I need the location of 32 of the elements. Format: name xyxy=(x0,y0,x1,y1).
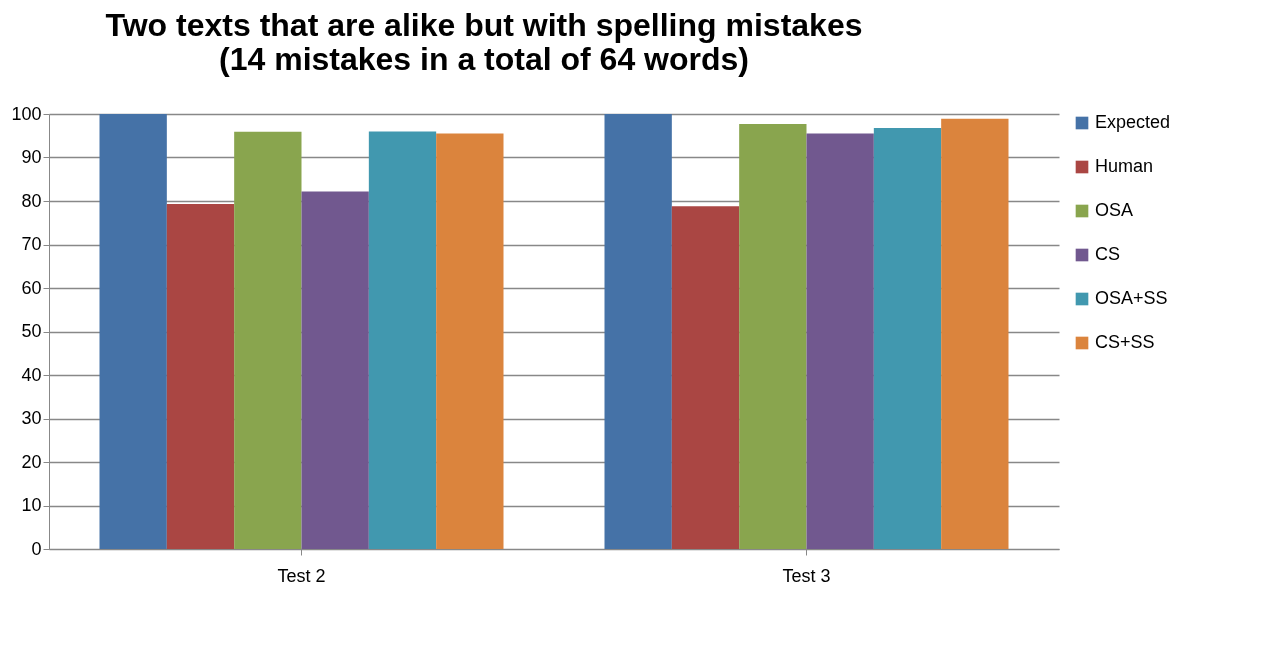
y-tick-label: 0 xyxy=(31,538,42,559)
y-tick-label: 20 xyxy=(21,451,42,472)
x-tick-label: Test 3 xyxy=(782,565,831,586)
legend-label: Human xyxy=(1095,156,1154,176)
y-tick-label: 40 xyxy=(21,364,42,385)
bar xyxy=(941,118,1009,549)
y-tick-label: 70 xyxy=(21,234,42,254)
y-tick-label: 80 xyxy=(21,190,42,211)
legend-label: CS xyxy=(1095,244,1121,264)
bar xyxy=(873,127,942,549)
bar xyxy=(368,131,437,549)
legend-label: CS+SS xyxy=(1095,332,1155,352)
bar xyxy=(166,204,235,549)
y-tick-label: 10 xyxy=(21,495,42,515)
y-tick-label: 100 xyxy=(11,103,42,124)
y-tick-label: 30 xyxy=(21,408,42,428)
bar xyxy=(234,131,302,549)
bar xyxy=(301,191,369,549)
x-tick-label: Test 2 xyxy=(277,565,326,586)
bar xyxy=(671,206,740,549)
y-tick-label: 50 xyxy=(21,321,42,341)
bar xyxy=(806,133,874,549)
legend-label: Expected xyxy=(1095,112,1171,132)
bar xyxy=(739,124,807,549)
chart-title: Two texts that are alike but with spelling mistakes (14 mistakes in a total of 64 words) xyxy=(105,7,863,77)
legend-label: OSA+SS xyxy=(1095,288,1168,308)
bar xyxy=(604,114,672,549)
y-tick-label: 60 xyxy=(21,277,42,298)
y-tick-label: 90 xyxy=(21,147,42,167)
bar xyxy=(99,114,167,549)
bar xyxy=(436,133,504,549)
legend-label: OSA xyxy=(1095,200,1134,220)
